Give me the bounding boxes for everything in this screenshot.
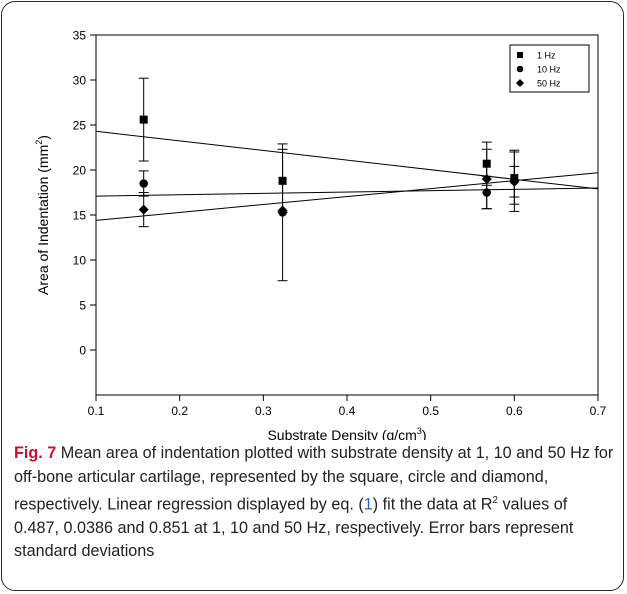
x-tick-label: 0.3 bbox=[255, 404, 272, 418]
caption-text-3: values of 0.487, 0.0386 and 0.851 at 1, … bbox=[14, 495, 574, 561]
legend-marker-50hz bbox=[516, 79, 524, 87]
caption-text-2: ) fit the data at R bbox=[372, 495, 493, 514]
y-axis-label: Area of Indentation (mm2) bbox=[34, 135, 51, 295]
x-tick-label: 0.1 bbox=[88, 404, 105, 418]
legend-marker-1hz bbox=[517, 52, 523, 58]
legend: 1 Hz 10 Hz 50 Hz bbox=[509, 44, 590, 93]
legend-marker-10hz bbox=[516, 65, 524, 73]
data-point-1hz bbox=[482, 159, 491, 168]
y-tick-label: 15 bbox=[73, 209, 87, 223]
legend-label-10hz: 10 Hz bbox=[537, 65, 561, 75]
data-point-50hz bbox=[509, 176, 520, 187]
fit-line-10hz bbox=[95, 187, 599, 197]
x-tick-label: 0.5 bbox=[422, 404, 439, 418]
legend-label-50hz: 50 Hz bbox=[537, 79, 561, 89]
data-point-1hz bbox=[139, 115, 148, 124]
citation-link[interactable]: 1 bbox=[363, 495, 373, 514]
y-tick-label: 30 bbox=[73, 74, 87, 88]
y-tick-label: 5 bbox=[79, 299, 86, 313]
fit-line-50hz bbox=[95, 172, 599, 221]
data-point-10hz bbox=[139, 179, 148, 188]
figure-caption: Fig. 7 Mean area of indentation plotted … bbox=[14, 442, 614, 564]
caption-text-1: Mean area of indentation plotted with su… bbox=[14, 444, 614, 514]
data-point-1hz bbox=[278, 176, 287, 185]
y-tick-label: 20 bbox=[73, 164, 87, 178]
chart: 0 5 10 15 20 25 30 35 0.1 0.2 0.3 0.4 0.5 0.6 0.7 1 Hz… bbox=[34, 29, 607, 441]
legend-label-1hz: 1 Hz bbox=[537, 51, 556, 61]
x-axis-label: Substrate Density (g/cm3) bbox=[267, 426, 426, 440]
figure-label: Fig. 7 bbox=[14, 444, 57, 462]
data-point-50hz bbox=[481, 174, 492, 184]
x-tick-label: 0.2 bbox=[171, 404, 188, 418]
y-tick-label: 25 bbox=[73, 119, 87, 133]
data-point-10hz bbox=[482, 188, 492, 197]
caption-superscript: 2 bbox=[492, 495, 498, 506]
y-tick-label: 0 bbox=[79, 344, 86, 358]
x-tick-label: 0.6 bbox=[506, 404, 523, 418]
x-tick-label: 0.4 bbox=[339, 404, 356, 418]
y-tick-label: 35 bbox=[73, 29, 87, 43]
data-point-50hz bbox=[138, 204, 149, 215]
x-tick-label: 0.7 bbox=[590, 404, 607, 418]
data-point-50hz bbox=[277, 205, 288, 216]
y-tick-label: 10 bbox=[73, 254, 87, 268]
